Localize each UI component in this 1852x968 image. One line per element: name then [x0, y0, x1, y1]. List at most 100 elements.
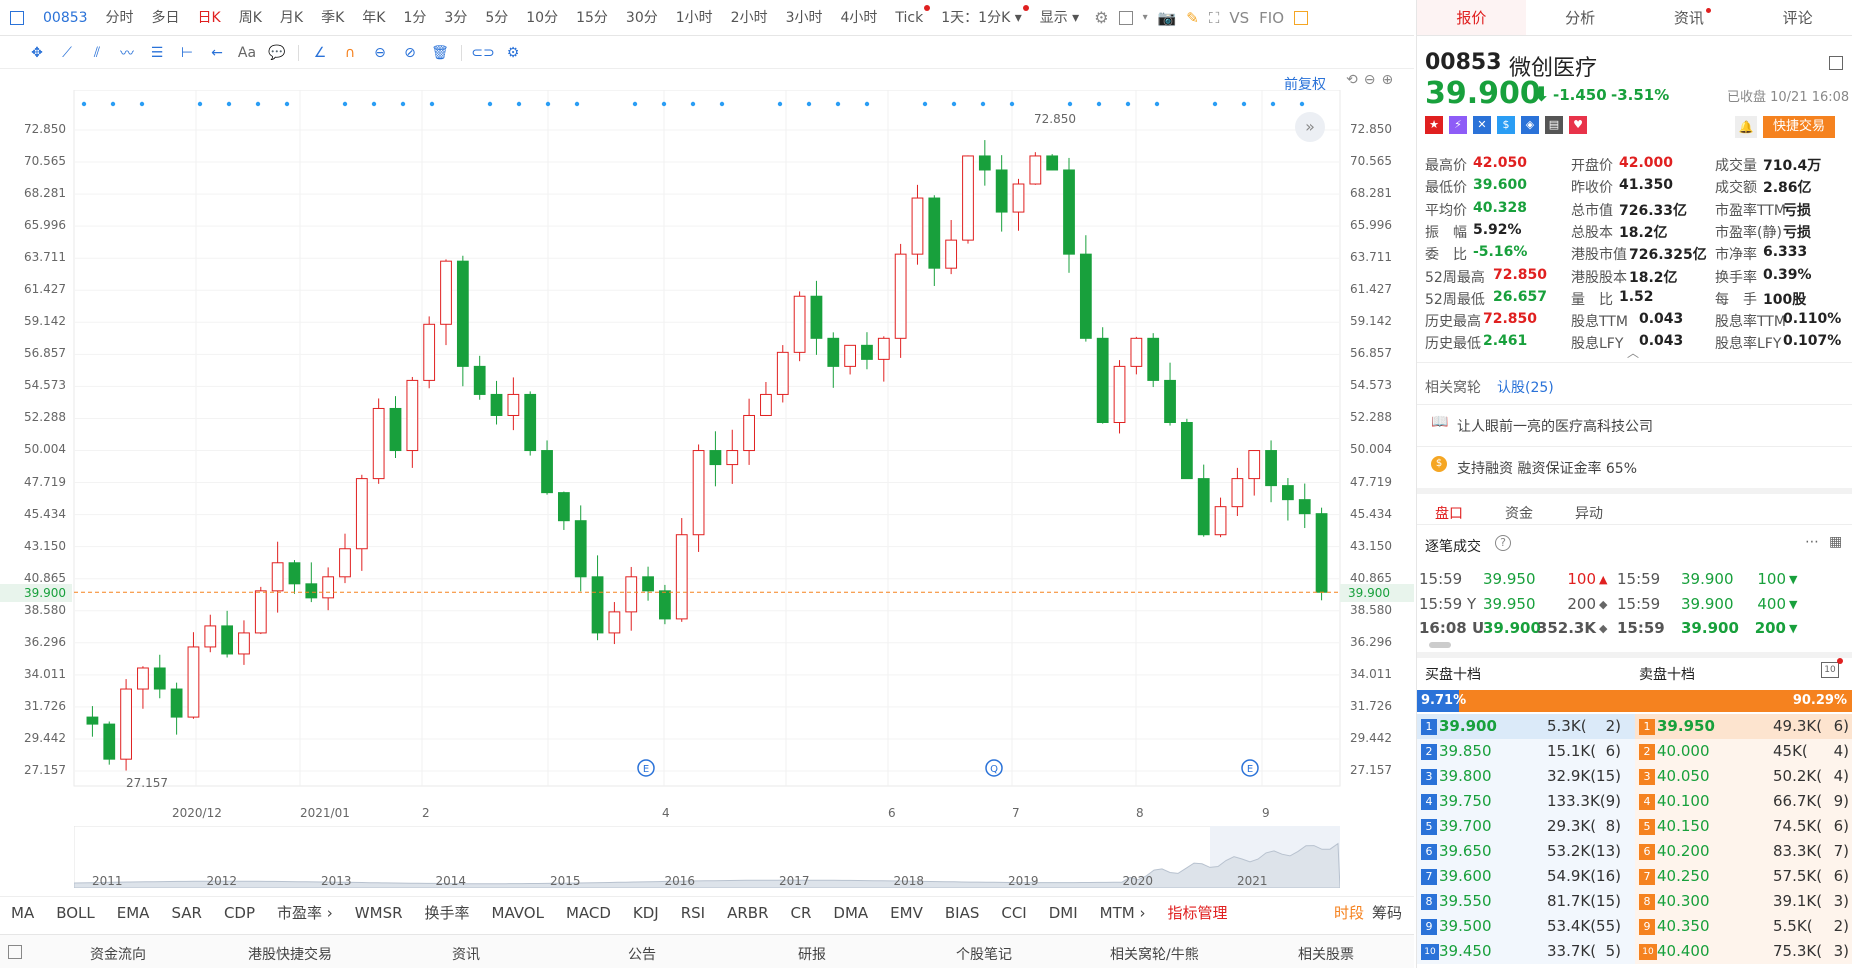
settings-icon[interactable]: ⚙ — [506, 44, 520, 61]
session-button[interactable]: 时段 — [1333, 904, 1364, 922]
period-tab[interactable]: 月K — [279, 9, 304, 26]
measure-icon[interactable]: ⊢ — [180, 44, 194, 61]
book-row[interactable]: 2 39.850 15.1K(6) 2 40.000 45K(4) — [1417, 739, 1852, 764]
quick-trade-button[interactable]: 快捷交易 — [1763, 116, 1835, 138]
indicator-item[interactable]: SAR — [171, 903, 202, 922]
more-icon[interactable]: ⋯ — [1805, 534, 1819, 550]
indicator-item[interactable]: KDJ — [632, 903, 659, 922]
quote-tab[interactable]: 分析 — [1565, 9, 1596, 27]
bottom-tab[interactable]: 相关窝轮/牛熊 — [1110, 947, 1199, 963]
flash-icon[interactable]: ⚡ — [1449, 116, 1467, 134]
period-tab[interactable]: Tick — [886, 0, 932, 36]
indicator-item[interactable]: DMI — [1048, 903, 1078, 922]
camera-icon[interactable]: 📷 — [1157, 8, 1177, 27]
square-icon[interactable] — [1118, 10, 1133, 25]
quote-tab[interactable]: 资讯 — [1635, 0, 1744, 35]
eye-off-icon[interactable]: ⊘ — [404, 44, 416, 61]
event-marker[interactable]: E — [1241, 759, 1259, 777]
arrow-icon[interactable]: ← — [211, 44, 223, 61]
event-marker[interactable]: E — [637, 759, 655, 777]
comment-icon[interactable]: 💬 — [268, 44, 286, 61]
book-row[interactable]: 10 39.450 33.7K(5) 10 40.400 75.3K(3) — [1417, 939, 1852, 964]
period-tab[interactable]: 10分 — [526, 9, 559, 26]
compare-icon[interactable]: ✕ — [1473, 116, 1491, 134]
book-row[interactable]: 4 39.750 133.3K(9) 4 40.100 66.7K(9) — [1417, 789, 1852, 814]
scroll-handle[interactable] — [1429, 642, 1451, 648]
line-icon[interactable]: ⟋ — [62, 44, 72, 61]
indicator-item[interactable]: DMA — [833, 903, 869, 922]
fib-icon[interactable]: ☰ — [150, 44, 164, 61]
period-tab[interactable]: 15分 — [576, 9, 608, 26]
period-tab[interactable]: 分时 — [105, 9, 134, 26]
crosshair-icon[interactable]: ✥ — [31, 44, 43, 61]
pencil-icon[interactable]: ✎ — [1186, 8, 1199, 27]
bottom-tab[interactable]: 资讯 — [452, 947, 480, 963]
period-tab[interactable]: 周K — [238, 9, 262, 26]
period-tab[interactable]: 5分 — [485, 9, 509, 26]
undo-icon[interactable]: ⟲ — [1346, 72, 1358, 88]
zoom-out-icon[interactable]: ⊖ — [1363, 72, 1376, 88]
trash-icon[interactable]: 🗑 — [431, 44, 449, 61]
link-icon[interactable]: ⊂⊃ — [471, 44, 495, 61]
indicator-item[interactable]: MACD — [565, 903, 611, 922]
overview-navigator[interactable] — [74, 826, 1340, 888]
period-tab[interactable]: 30分 — [625, 9, 658, 26]
chevron-down-icon[interactable]: ▾ — [1142, 12, 1148, 23]
text-tool[interactable]: Aa — [237, 44, 257, 61]
indicator-item[interactable]: MTM › — [1099, 903, 1146, 922]
period-tab[interactable]: 1小时 — [675, 9, 713, 26]
bottom-tab[interactable]: 个股笔记 — [956, 947, 1012, 963]
wave-icon[interactable]: 〰 — [120, 45, 134, 62]
help-icon[interactable]: ? — [1495, 535, 1511, 551]
panel-icon[interactable] — [8, 944, 22, 959]
period-tab[interactable]: 多日 — [151, 9, 180, 26]
sub-tab[interactable]: 资金 — [1505, 506, 1533, 522]
period-tab[interactable]: 1天：1分K ▾ — [932, 0, 1030, 36]
watchlist-icon[interactable] — [1829, 56, 1843, 70]
period-tab[interactable]: 显示 ▾ — [1039, 9, 1080, 26]
indicator-item[interactable]: EMV — [890, 903, 923, 922]
period-tab[interactable]: 00853 — [43, 9, 88, 26]
lock-icon[interactable]: ⊖ — [374, 44, 386, 61]
sub-tab[interactable]: 盘口 — [1435, 506, 1463, 522]
indicator-item[interactable]: MAVOL — [491, 903, 544, 922]
indicator-item[interactable]: 市盈率 › — [277, 904, 333, 922]
quote-tab[interactable]: 报价 — [1417, 0, 1526, 35]
indicator-item[interactable]: ARBR — [727, 903, 769, 922]
expand-icon[interactable]: ︿ — [1627, 346, 1640, 360]
book-row[interactable]: 6 39.650 53.2K(13) 6 40.200 83.3K(7) — [1417, 839, 1852, 864]
indicator-item[interactable]: EMA — [116, 903, 150, 922]
period-tab[interactable]: 3小时 — [785, 9, 823, 26]
book-row[interactable]: 9 39.500 53.4K(55) 9 40.350 5.5K(2) — [1417, 914, 1852, 939]
chips-button[interactable]: 筹码 — [1371, 904, 1402, 922]
favorite-icon[interactable]: ★ — [1425, 116, 1443, 134]
panel-toggle-icon[interactable] — [1294, 10, 1309, 25]
bottom-tab[interactable]: 港股快捷交易 — [248, 947, 332, 963]
bottom-tab[interactable]: 资金流向 — [90, 947, 146, 963]
tag-icon[interactable]: ◈ — [1521, 116, 1539, 134]
company-desc[interactable]: 让人眼前一亮的医疗高科技公司 — [1457, 419, 1653, 435]
period-tab[interactable]: 1分 — [403, 9, 427, 26]
book-row[interactable]: 8 39.550 81.7K(15) 8 40.300 39.1K(3) — [1417, 889, 1852, 914]
indicator-item[interactable]: RSI — [680, 903, 706, 922]
indicator-item[interactable]: BOLL — [56, 903, 95, 922]
gear-icon[interactable]: ⚙ — [1094, 8, 1109, 27]
indicator-item[interactable]: WMSR — [354, 903, 403, 922]
grid-icon[interactable]: ▦ — [1829, 534, 1843, 550]
period-tab[interactable]: 3分 — [444, 9, 468, 26]
depth-icon[interactable]: 10 — [1821, 662, 1839, 678]
indicator-item[interactable]: BIAS — [944, 903, 980, 922]
warrant-link[interactable]: 认股(25) — [1497, 380, 1554, 396]
fio-button[interactable]: FIO — [1259, 8, 1285, 27]
news-icon[interactable]: ▤ — [1545, 116, 1563, 134]
channel-icon[interactable]: ⫽ — [93, 44, 101, 61]
period-tab[interactable]: 日K — [197, 9, 221, 26]
bottom-tab[interactable]: 研报 — [798, 947, 826, 963]
book-row[interactable]: 1 39.900 5.3K(2) 1 39.950 49.3K(6) — [1417, 714, 1852, 739]
vs-button[interactable]: VS — [1229, 8, 1250, 27]
collapse-button[interactable]: » — [1295, 112, 1325, 142]
period-tab[interactable]: 2小时 — [730, 9, 768, 26]
indicator-item[interactable]: CR — [790, 903, 812, 922]
bottom-tab[interactable]: 公告 — [628, 947, 656, 963]
